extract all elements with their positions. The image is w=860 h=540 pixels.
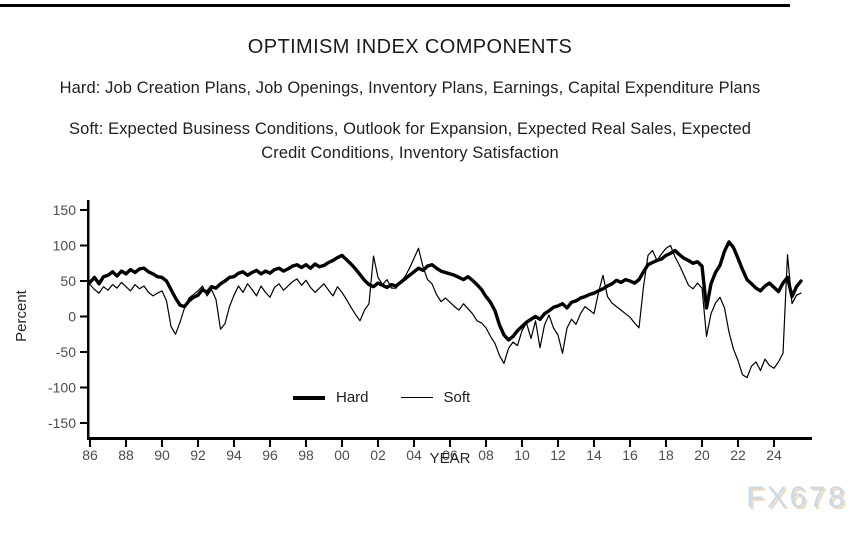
x-tick-label: 06 (442, 447, 458, 463)
x-tick-label: 98 (298, 447, 314, 463)
soft-components-description: Soft: Expected Business Conditions, Outl… (0, 117, 820, 165)
y-tick-label: 150 (53, 202, 77, 218)
series-soft-line (89, 244, 802, 379)
x-tick-label: 88 (118, 447, 134, 463)
legend-item-hard: Hard (293, 389, 369, 406)
y-tick-label: -100 (48, 380, 76, 396)
x-tick-label: 16 (622, 447, 638, 463)
y-tick-label: -50 (56, 344, 76, 360)
page-title: OPTIMISM INDEX COMPONENTS (247, 36, 573, 58)
y-tick-label: -150 (48, 415, 76, 431)
y-axis-title: Percent (13, 289, 30, 342)
legend-label-soft: Soft (443, 389, 471, 406)
y-tick-label: 50 (60, 273, 76, 289)
x-tick-label: 96 (262, 447, 278, 463)
hard-line-swatch (293, 395, 325, 400)
x-tick-label: 92 (190, 447, 206, 463)
x-tick-label: 86 (82, 447, 98, 463)
x-tick-label: 22 (730, 447, 746, 463)
x-tick-label: 90 (154, 447, 170, 463)
x-axis-title: YEAR (430, 450, 471, 467)
y-tick-label: 100 (53, 238, 77, 254)
x-tick-label: 04 (406, 447, 422, 463)
x-tick-label: 14 (586, 447, 602, 463)
soft-line-swatch (400, 397, 433, 398)
x-tick-label: 24 (766, 447, 782, 463)
x-tick-label: 00 (334, 447, 350, 463)
soft-description-line-1: Soft: Expected Business Conditions, Outl… (68, 120, 751, 138)
top-rule (0, 4, 790, 7)
chart-legend: Hard Soft (293, 389, 470, 406)
soft-description-line-2: Credit Conditions, Inventory Satisfactio… (261, 144, 559, 162)
x-tick-label: 08 (478, 447, 494, 463)
watermark: FX678 (746, 481, 847, 514)
x-tick-label: 18 (658, 447, 674, 463)
x-tick-label: 20 (694, 447, 710, 463)
x-tick-label: 10 (514, 447, 530, 463)
y-tick-label: 0 (68, 309, 76, 325)
x-tick-label: 02 (370, 447, 386, 463)
hard-components-description: Hard: Job Creation Plans, Job Openings, … (59, 79, 761, 97)
x-tick-label: 12 (550, 447, 566, 463)
legend-item-soft: Soft (400, 389, 471, 406)
series-hard-line (88, 240, 803, 342)
x-tick-label: 94 (226, 447, 242, 463)
legend-label-hard: Hard (336, 389, 369, 406)
